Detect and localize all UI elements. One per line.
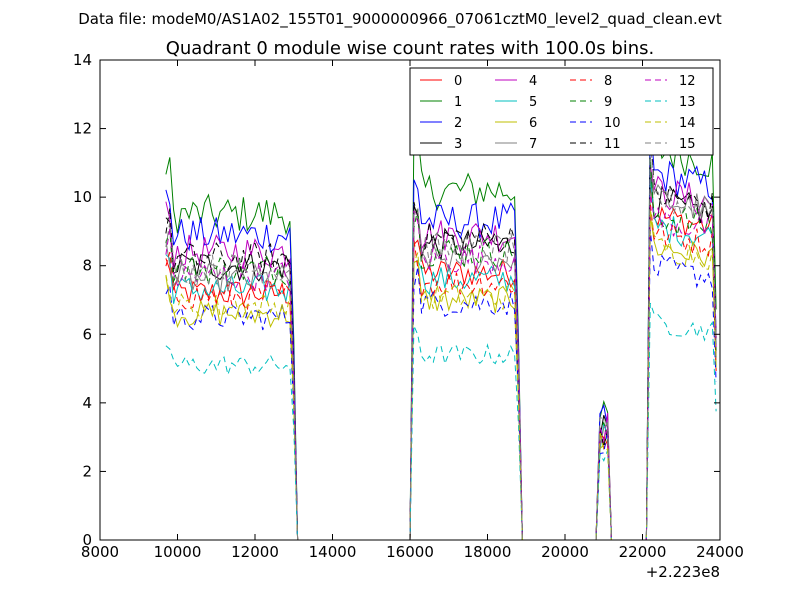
legend-label-5: 5 (529, 95, 537, 110)
legend-label-2: 2 (454, 116, 462, 131)
legend-label-14: 14 (679, 116, 696, 131)
y-tick-label: 2 (82, 462, 92, 480)
x-tick-label: 10000 (154, 543, 202, 561)
legend-label-11: 11 (604, 137, 621, 152)
x-offset-label: +2.223e8 (646, 563, 720, 581)
y-tick-label: 6 (82, 325, 92, 343)
x-tick-label: 16000 (386, 543, 434, 561)
y-tick-label: 0 (82, 531, 92, 549)
legend-label-0: 0 (454, 74, 462, 89)
y-tick-label: 8 (82, 257, 92, 275)
x-tick-label: 22000 (619, 543, 667, 561)
legend-label-7: 7 (529, 137, 537, 152)
legend-label-9: 9 (604, 95, 612, 110)
series-line-8 (165, 202, 717, 541)
legend-label-6: 6 (529, 116, 537, 131)
legend-label-3: 3 (454, 137, 462, 152)
x-tick-label: 20000 (541, 543, 589, 561)
legend-label-4: 4 (529, 74, 537, 89)
y-tick-label: 12 (73, 120, 92, 138)
x-tick-label: 18000 (464, 543, 512, 561)
x-tick-label: 24000 (696, 543, 744, 561)
x-tick-label: 14000 (309, 543, 357, 561)
legend-label-13: 13 (679, 95, 696, 110)
legend-label-15: 15 (679, 137, 696, 152)
legend-label-12: 12 (679, 74, 696, 89)
x-tick-label: 12000 (231, 543, 279, 561)
legend-label-1: 1 (454, 95, 462, 110)
y-tick-label: 10 (73, 188, 92, 206)
legend-label-8: 8 (604, 74, 612, 89)
chart-title: Quadrant 0 module wise count rates with … (166, 38, 655, 59)
axis-ticks: 8000 10000 12000 14000 16000 18000 20000 22000 2… (73, 51, 744, 561)
y-tick-label: 4 (82, 394, 92, 412)
legend-frame (409, 67, 714, 156)
x-tick-label: 8000 (81, 543, 119, 561)
chart-suptitle: Data file: modeM0/AS1A02_155T01_90000009… (78, 10, 722, 29)
legend-label-10: 10 (604, 116, 621, 131)
y-tick-label: 14 (73, 51, 92, 69)
